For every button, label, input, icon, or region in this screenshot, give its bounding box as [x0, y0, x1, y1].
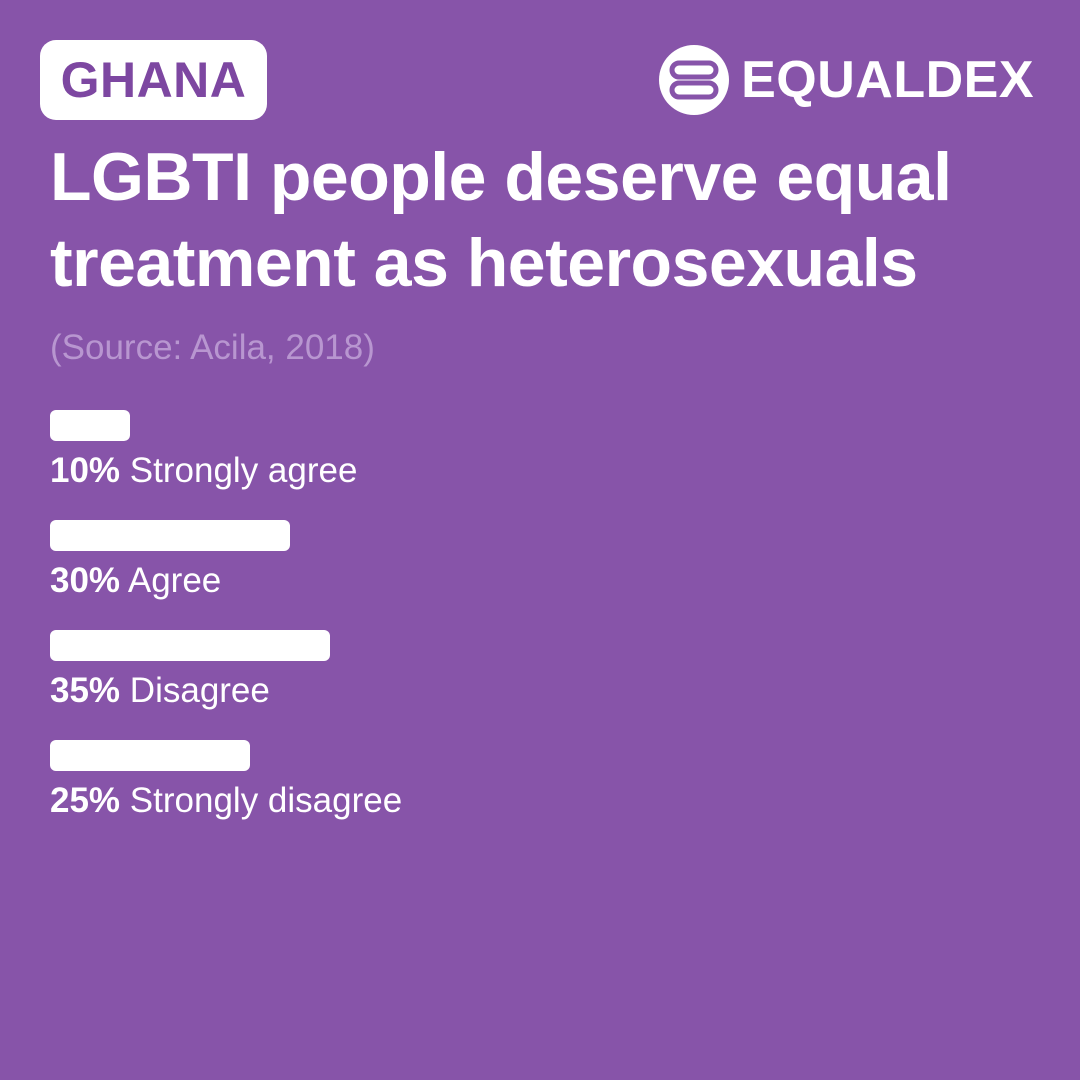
data-label: 25%	[50, 781, 121, 820]
equaldex-logo-icon	[659, 45, 730, 115]
chart-row: 10% Strongly agree	[50, 410, 1030, 520]
category-label: Strongly disagree	[129, 781, 403, 820]
brand-name: EQUALDEX	[741, 51, 1034, 109]
data-label: 35%	[50, 671, 121, 710]
bar	[50, 740, 250, 771]
brand: EQUALDEX	[659, 45, 1034, 115]
bar	[50, 630, 330, 661]
chart-row: 25% Strongly disagree	[50, 740, 1030, 850]
data-label: 30%	[50, 561, 121, 600]
country-badge: GHANA	[40, 40, 267, 120]
bar-label: 25% Strongly disagree	[50, 780, 402, 822]
bar-label: 10% Strongly agree	[50, 450, 357, 492]
bar	[50, 410, 130, 441]
data-label: 10%	[50, 451, 121, 490]
title-line: LGBTI people deserve equal	[50, 139, 952, 215]
chart-row: 30% Agree	[50, 520, 1030, 630]
chart-row: 35% Disagree	[50, 630, 1030, 740]
bar	[50, 520, 290, 551]
title-line: treatment as heterosexuals	[50, 225, 918, 301]
category-label: Disagree	[129, 671, 270, 710]
source-note: (Source: Acila, 2018)	[50, 328, 375, 367]
chart-title: LGBTI people deserve equal treatment as …	[50, 134, 1050, 306]
bar-label: 30% Agree	[50, 560, 221, 602]
category-label: Agree	[127, 561, 222, 600]
bar-chart: 10% Strongly agree 30% Agree 35% Disagree 2…	[50, 410, 1030, 850]
category-label: Strongly agree	[129, 451, 358, 490]
bar-label: 35% Disagree	[50, 670, 270, 712]
